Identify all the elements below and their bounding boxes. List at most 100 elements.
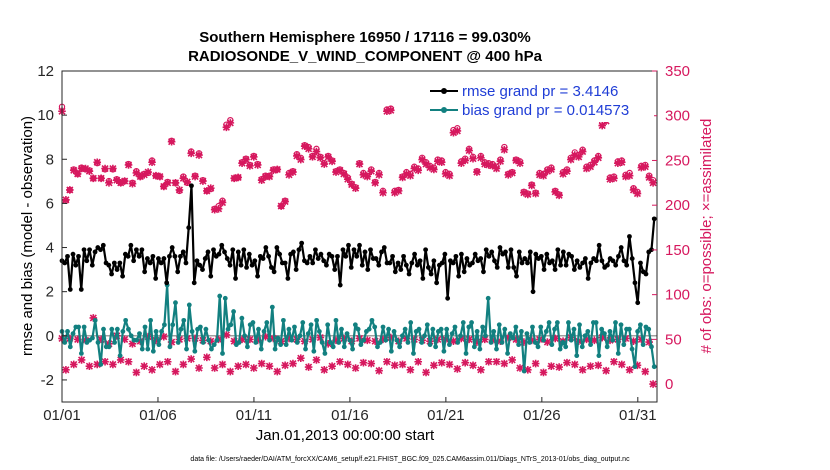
bias-point xyxy=(325,322,331,328)
obs-assimilated-marker xyxy=(230,174,239,183)
bias-point xyxy=(275,335,281,341)
obs-assimilated-marker xyxy=(222,331,231,339)
rmse-point xyxy=(453,253,459,259)
rmse-point xyxy=(563,262,569,268)
obs-assimilated-marker xyxy=(304,145,313,153)
obs-assimilated-marker xyxy=(402,170,411,178)
obs-assimilated-marker xyxy=(250,364,258,372)
obs-assimilated-marker xyxy=(73,170,82,178)
obs-assimilated-marker xyxy=(261,172,270,181)
bias-point xyxy=(469,320,474,325)
x-tick-label: 01/31 xyxy=(619,407,657,424)
obs-assimilated-marker xyxy=(293,152,301,160)
obs-assimilated-marker xyxy=(371,337,379,345)
obs-assimilated-marker xyxy=(492,164,501,173)
y-right-axis-label: # of obs: o=possible; ×=assimilated xyxy=(698,119,715,354)
rmse-point xyxy=(638,260,643,266)
obs-assimilated-marker xyxy=(308,153,317,161)
bias-point xyxy=(162,322,167,328)
obs-assimilated-marker xyxy=(473,338,481,346)
bias-point xyxy=(615,351,621,356)
bias-point xyxy=(181,317,187,323)
rmse-point xyxy=(277,251,283,257)
obs-assimilated-marker xyxy=(437,358,446,367)
obs-assimilated-marker xyxy=(500,145,509,154)
obs-assimilated-marker xyxy=(578,365,587,374)
bias-point xyxy=(253,340,259,345)
bias-point xyxy=(267,337,272,343)
bias-point xyxy=(563,344,569,350)
obs-assimilated-marker xyxy=(210,205,219,214)
rmse-point xyxy=(346,242,351,248)
rmse-point xyxy=(197,262,203,268)
bias-point xyxy=(148,317,153,323)
bias-point xyxy=(95,340,101,345)
rmse-point xyxy=(186,225,192,231)
obs-assimilated-marker xyxy=(594,361,603,370)
rmse-point xyxy=(423,247,429,253)
bias-point xyxy=(250,320,256,325)
rmse-point xyxy=(156,256,161,261)
obs-assimilated-marker xyxy=(621,172,630,181)
obs-assimilated-marker xyxy=(375,170,383,179)
bias-point xyxy=(314,317,319,323)
rmse-point xyxy=(629,256,635,261)
obs-assimilated-marker xyxy=(508,356,516,364)
rmse-point xyxy=(489,249,495,255)
obs-assimilated-marker xyxy=(234,173,242,182)
obs-assimilated-marker xyxy=(246,335,254,344)
bias-point xyxy=(308,322,314,328)
rmse-point xyxy=(313,247,318,253)
obs-assimilated-marker xyxy=(175,186,184,194)
x-axis-label: Jan.01,2013 00:00:00 start xyxy=(256,427,435,444)
obs-assimilated-marker xyxy=(590,158,599,167)
obs-assimilated-marker xyxy=(148,365,156,374)
x-axis-ticks: 01/01 01/06 01/11 01/16 01/21 01/26 01/31 xyxy=(43,397,657,424)
rmse-point xyxy=(392,269,398,275)
rmse-point xyxy=(324,262,329,268)
obs-assimilated-marker xyxy=(539,171,548,180)
obs-assimilated-marker xyxy=(163,357,172,366)
obs-assimilated-marker xyxy=(261,332,270,341)
rmse-point xyxy=(445,295,451,301)
bias-point xyxy=(582,333,588,339)
rmse-point xyxy=(516,249,522,255)
obs-assimilated-marker xyxy=(504,333,513,342)
obs-assimilated-marker xyxy=(578,147,587,156)
bias-point xyxy=(488,340,494,345)
rmse-point xyxy=(175,269,181,275)
obs-assimilated-marker xyxy=(304,363,313,371)
rmse-point xyxy=(241,247,247,253)
bias-point xyxy=(560,340,566,345)
bias-point xyxy=(632,364,638,370)
rmse-point xyxy=(549,258,555,264)
bias-point xyxy=(339,326,344,332)
obs-assimilated-marker xyxy=(379,335,387,344)
bias-point xyxy=(568,337,574,343)
rmse-point xyxy=(73,262,79,268)
rmse-point xyxy=(368,247,373,253)
rmse-point xyxy=(505,264,511,270)
rmse-point xyxy=(128,242,134,248)
obs-assimilated-marker xyxy=(226,367,235,376)
obs-assimilated-marker xyxy=(457,334,466,343)
bias-point xyxy=(137,331,142,336)
obs-assimilated-marker xyxy=(367,359,376,368)
rmse-point xyxy=(599,258,605,264)
obs-assimilated-marker xyxy=(347,180,356,189)
bias-point xyxy=(510,335,516,341)
obs-assimilated-marker xyxy=(590,336,599,345)
rmse-point xyxy=(194,258,200,264)
obs-assimilated-marker xyxy=(617,360,626,369)
rmse-point xyxy=(274,245,280,250)
bias-point xyxy=(491,328,497,334)
rmse-point xyxy=(304,260,310,266)
obs-assimilated-marker xyxy=(195,151,203,159)
plot-area xyxy=(62,71,657,402)
rmse-point xyxy=(260,256,266,261)
y-right-tick-label: 200 xyxy=(665,197,690,214)
bias-point xyxy=(626,326,632,332)
rmse-point xyxy=(139,247,145,253)
rmse-point xyxy=(219,242,225,248)
obs-assimilated-marker xyxy=(273,367,282,376)
